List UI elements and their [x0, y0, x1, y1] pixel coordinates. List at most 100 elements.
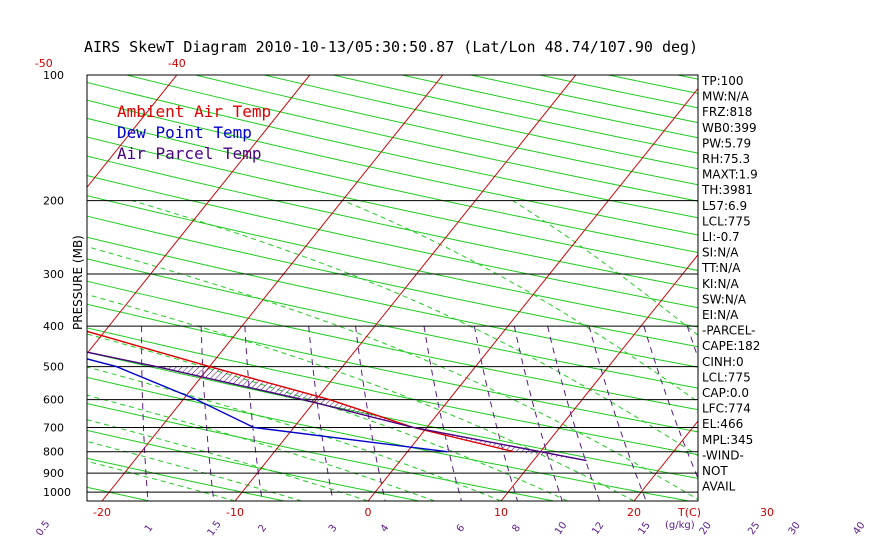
pressure-tick-label: 1000 — [43, 486, 71, 499]
temp-bottom-tick-label: 0 — [365, 506, 372, 519]
index-item: SI:N/A — [702, 246, 739, 260]
pressure-tick-label: 600 — [43, 394, 64, 407]
temp-top-tick-label: -50 — [35, 57, 53, 70]
chart-title: AIRS SkewT Diagram 2010-10-13/05:30:50.8… — [84, 38, 698, 56]
index-item: NOT — [702, 464, 728, 478]
y-axis-label: PRESSURE (MB) — [71, 235, 85, 330]
pressure-tick-label: 400 — [43, 320, 64, 333]
mixing-ratio-label: 40 — [851, 520, 867, 537]
mixing-ratio-label: 6 — [455, 523, 468, 535]
dry-adiabat — [87, 351, 698, 479]
mixing-ratio-line — [547, 326, 601, 501]
pressure-tick-label: 300 — [43, 268, 64, 281]
index-item: -PARCEL- — [702, 324, 756, 338]
mixing-ratio-line — [781, 326, 862, 501]
mixing-ratio-label: 20 — [698, 520, 714, 537]
index-item: FRZ:818 — [702, 105, 752, 119]
temp-axis-unit: T(C) — [677, 506, 701, 519]
index-item: CINH:0 — [702, 355, 744, 369]
mixing-ratio-line — [141, 326, 149, 501]
isotherm — [367, 87, 698, 501]
dry-adiabat — [333, 75, 698, 154]
dry-adiabat — [87, 280, 698, 411]
mixing-ratio-label: 30 — [787, 520, 803, 537]
dry-adiabat — [401, 75, 698, 139]
index-item: KI:N/A — [702, 277, 739, 291]
isotherm — [101, 75, 444, 501]
mixing-ratio-label: 25 — [746, 520, 762, 537]
sounding-curves — [87, 330, 587, 462]
dry-adiabat — [195, 75, 698, 186]
mixing-ratio-line — [588, 326, 647, 501]
index-item: LFC:774 — [702, 402, 751, 416]
pressure-tick-label: 800 — [43, 446, 64, 459]
pressure-tick-label: 100 — [43, 69, 64, 82]
isotherm — [87, 75, 178, 189]
dry-adiabat — [87, 402, 554, 501]
moist-adiabat — [87, 394, 435, 501]
isotherm — [0, 75, 44, 501]
temp-bottom-tick-label: 20 — [627, 506, 641, 519]
mixing-ratio-line — [423, 326, 462, 501]
mixing-ratio-label: 10 — [553, 520, 569, 537]
plot-frame — [86, 74, 699, 502]
index-item: TT:N/A — [701, 261, 741, 275]
pressure-tick-label: 900 — [43, 467, 64, 480]
index-item: SW:N/A — [702, 292, 747, 306]
index-item: WB0:399 — [702, 121, 757, 135]
index-item: TP:100 — [701, 74, 744, 88]
index-item: EL:466 — [702, 417, 743, 431]
isotherm — [767, 75, 870, 501]
dry-adiabat — [87, 155, 698, 290]
mixing-ratio-unit: (g/kg) — [665, 520, 695, 531]
mixing-ratio-label: 1.5 — [206, 519, 224, 538]
ambient-temp-line — [87, 330, 514, 453]
isotherm — [633, 420, 698, 501]
index-item: AVAIL — [702, 480, 736, 494]
dry-adiabat — [87, 236, 698, 368]
dry-adiabat — [470, 75, 698, 124]
temp-bottom-tick-label: -10 — [226, 506, 244, 519]
dry-adiabat — [264, 75, 698, 170]
mixing-ratio-line — [355, 326, 386, 501]
index-item: PW:5.79 — [702, 136, 751, 150]
dry-adiabat — [87, 215, 698, 348]
index-item: MPL:345 — [702, 433, 753, 447]
temp-bottom-tick-label: 30 — [760, 506, 774, 519]
isotherm — [234, 75, 577, 501]
index-item: -WIND- — [702, 448, 744, 462]
index-item: RH:75.3 — [702, 152, 750, 166]
moist-adiabat — [87, 460, 236, 501]
index-item: TH:3981 — [701, 183, 753, 197]
moist-adiabat — [131, 200, 698, 457]
isotherm — [500, 253, 698, 501]
mixing-ratio-label: 15 — [636, 520, 652, 537]
dry-adiabat — [87, 303, 698, 433]
pressure-tick-label: 700 — [43, 422, 64, 435]
mixing-ratio-label: 1 — [143, 523, 156, 535]
mixing-ratio-label: 0.5 — [34, 519, 52, 538]
legend-dew-point: Dew Point Temp — [117, 123, 252, 142]
legend-air-parcel: Air Parcel Temp — [117, 144, 262, 163]
mixing-ratio-label: 8 — [510, 523, 523, 535]
index-item: L57:6.9 — [702, 199, 747, 213]
legend-ambient-temp: Ambient Air Temp — [117, 102, 271, 121]
temp-bottom-tick-label: -20 — [93, 506, 111, 519]
index-item: CAPE:182 — [702, 339, 760, 353]
dry-adiabat — [0, 75, 14, 501]
pressure-tick-label: 500 — [43, 361, 64, 374]
temp-top-tick-label: -40 — [168, 57, 186, 70]
dry-adiabat — [87, 327, 698, 456]
mixing-ratio-line — [473, 326, 519, 501]
index-item: LCL:775 — [702, 214, 751, 228]
grid-lines — [0, 75, 870, 501]
mixing-ratio-line — [513, 326, 563, 501]
mixing-ratio-label: 12 — [590, 520, 606, 537]
mixing-ratio-label: 3 — [327, 523, 340, 535]
dry-adiabat — [87, 117, 698, 253]
index-item: CAP:0.0 — [702, 386, 749, 400]
pressure-tick-label: 200 — [43, 195, 64, 208]
dry-adiabat — [87, 136, 698, 271]
